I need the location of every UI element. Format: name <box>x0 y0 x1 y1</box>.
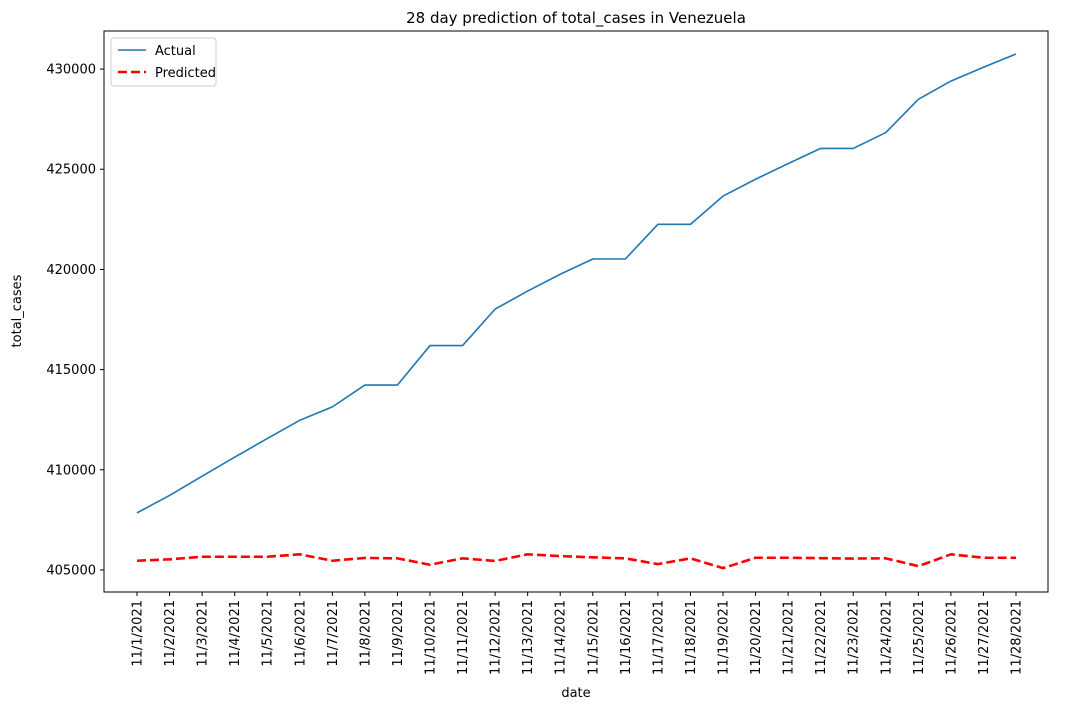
legend-label-actual: Actual <box>155 44 196 59</box>
x-tick-label: 11/16/2021 <box>619 600 634 675</box>
y-tick-label: 425000 <box>46 163 96 178</box>
x-tick-label: 11/26/2021 <box>944 600 959 675</box>
x-tick-label: 11/4/2021 <box>228 600 243 667</box>
x-tick-label: 11/27/2021 <box>977 600 992 675</box>
y-tick-label: 430000 <box>46 63 96 78</box>
chart-title: 28 day prediction of total_cases in Vene… <box>406 9 746 28</box>
x-tick-label: 11/6/2021 <box>293 600 308 667</box>
y-axis-label: total_cases <box>10 274 25 347</box>
x-tick-label: 11/9/2021 <box>391 600 406 667</box>
x-tick-label: 11/11/2021 <box>456 600 471 675</box>
x-tick-label: 11/25/2021 <box>912 600 927 675</box>
x-tick-label: 11/1/2021 <box>131 600 146 667</box>
series-line-actual <box>136 53 1017 514</box>
legend-label-predicted: Predicted <box>155 66 216 81</box>
x-tick-label: 11/2/2021 <box>163 600 178 667</box>
y-tick-label: 405000 <box>46 563 96 578</box>
x-tick-label: 11/21/2021 <box>782 600 797 675</box>
x-tick-label: 11/8/2021 <box>358 600 373 667</box>
legend: Actual Predicted <box>110 37 217 87</box>
x-tick-label: 11/14/2021 <box>554 600 569 675</box>
x-tick-label: 11/20/2021 <box>749 600 764 675</box>
x-tick-label: 11/23/2021 <box>847 600 862 675</box>
series-layer <box>136 53 1017 570</box>
plot-area <box>103 30 1049 593</box>
x-tick-label: 11/28/2021 <box>1010 600 1025 675</box>
x-tick-label: 11/22/2021 <box>814 600 829 675</box>
y-tick-label: 420000 <box>46 263 96 278</box>
y-tick-label: 415000 <box>46 363 96 378</box>
x-tick-label: 11/10/2021 <box>424 600 439 675</box>
x-axis: 11/1/2021 11/2/2021 11/3/2021 11/4/2021 11/5… <box>131 592 1025 675</box>
x-tick-label: 11/24/2021 <box>879 600 894 675</box>
y-axis: 405000 410000 415000 420000 425000 430000 <box>46 63 104 578</box>
x-tick-label: 11/3/2021 <box>196 600 211 667</box>
x-axis-label: date <box>561 686 590 701</box>
x-tick-label: 11/18/2021 <box>684 600 699 675</box>
x-tick-label: 11/19/2021 <box>717 600 732 675</box>
x-tick-label: 11/5/2021 <box>261 600 276 667</box>
x-tick-label: 11/17/2021 <box>651 600 666 675</box>
x-tick-label: 11/7/2021 <box>326 600 341 667</box>
x-tick-label: 11/12/2021 <box>489 600 504 675</box>
x-tick-label: 11/13/2021 <box>521 600 536 675</box>
x-tick-label: 11/15/2021 <box>586 600 601 675</box>
series-line-predicted <box>136 553 1016 570</box>
y-tick-label: 410000 <box>46 463 96 478</box>
